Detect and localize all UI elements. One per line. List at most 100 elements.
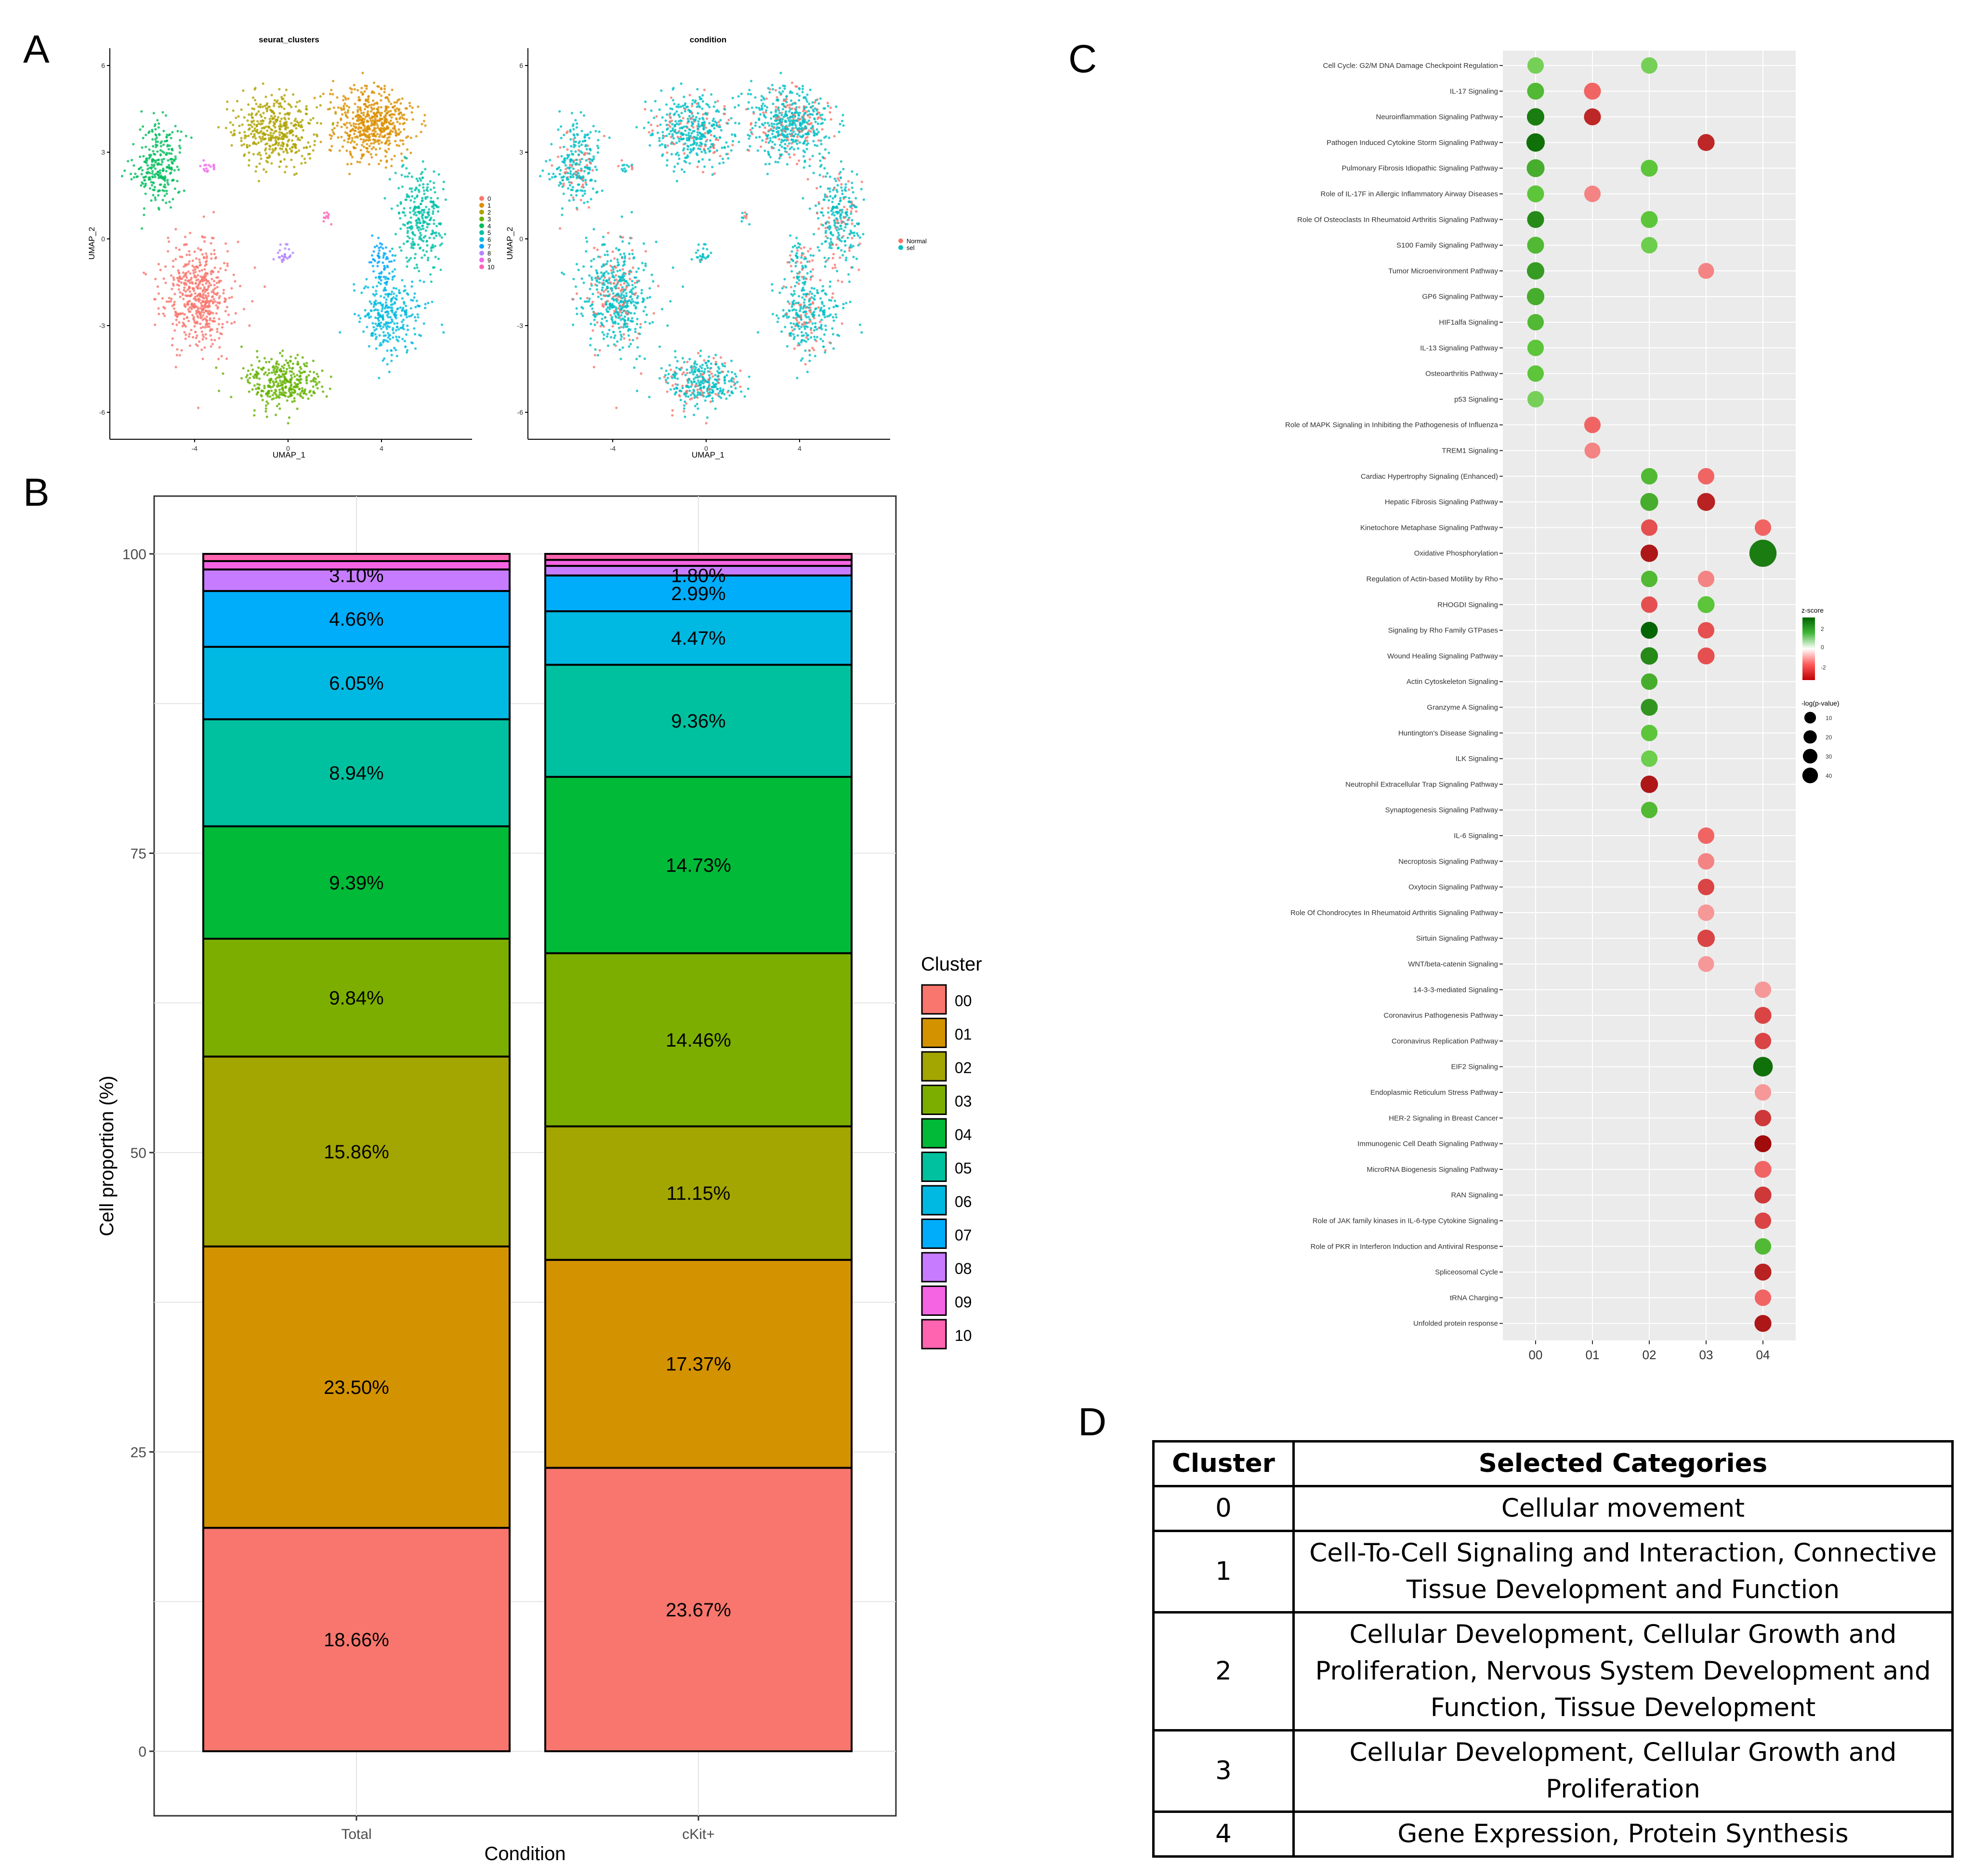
umap-point xyxy=(768,124,771,127)
umap-point xyxy=(621,346,624,349)
umap-point xyxy=(300,136,303,139)
umap-point xyxy=(307,397,310,400)
umap-point xyxy=(367,95,370,98)
umap-point xyxy=(400,173,403,176)
umap-point xyxy=(397,132,400,135)
umap-point xyxy=(340,135,343,138)
umap-point xyxy=(260,115,263,118)
umap-point xyxy=(659,123,662,126)
umap-point xyxy=(379,302,382,304)
umap-point xyxy=(422,221,425,224)
umap-point xyxy=(371,322,374,325)
umap-point xyxy=(168,300,171,303)
umap-point xyxy=(819,159,822,162)
umap-point xyxy=(700,367,703,369)
umap-point xyxy=(563,133,565,136)
umap-point xyxy=(179,146,182,149)
umap-point xyxy=(559,227,562,230)
umap-point xyxy=(386,314,389,317)
umap-point xyxy=(342,108,345,111)
umap-point xyxy=(581,315,584,317)
umap-point xyxy=(373,294,376,297)
umap-point xyxy=(403,340,407,342)
umap-point xyxy=(411,280,414,283)
umap-point xyxy=(159,149,162,152)
umap-point xyxy=(770,122,773,125)
umap-point xyxy=(688,371,692,374)
umap-point xyxy=(286,144,289,147)
umap-point xyxy=(612,292,615,295)
umap-point xyxy=(253,88,256,91)
umap-point xyxy=(747,92,750,95)
umap-point xyxy=(625,280,628,283)
umap-point xyxy=(440,236,443,239)
umap-point xyxy=(569,170,572,173)
umap-point xyxy=(682,117,684,119)
umap-point xyxy=(308,391,311,394)
umap-point xyxy=(260,157,263,160)
umap-point xyxy=(697,160,700,163)
umap-point xyxy=(179,139,182,142)
umap-point xyxy=(786,144,789,147)
umap-point xyxy=(247,123,250,126)
umap-point xyxy=(399,227,402,230)
umap-point xyxy=(284,382,287,385)
umap-point xyxy=(401,139,404,142)
umap-point xyxy=(186,289,189,291)
umap-point xyxy=(666,324,669,327)
umap-point xyxy=(424,124,427,127)
umap-point xyxy=(196,334,198,337)
umap-point xyxy=(272,111,276,114)
umap-point xyxy=(232,109,235,112)
umap-point xyxy=(273,102,276,105)
umap-point xyxy=(426,244,429,247)
umap-point xyxy=(163,315,166,317)
umap-point xyxy=(206,170,209,173)
umap-point xyxy=(694,376,697,379)
umap-point xyxy=(707,360,710,363)
umap-point xyxy=(283,117,286,119)
umap-point xyxy=(394,287,398,290)
umap-point xyxy=(278,112,281,115)
umap-point xyxy=(158,171,162,175)
umap-point xyxy=(183,303,186,306)
umap-point xyxy=(690,381,693,384)
umap-point xyxy=(230,287,233,290)
umap-point xyxy=(712,118,715,120)
umap-point xyxy=(783,105,787,108)
umap-point xyxy=(329,133,331,136)
umap-point xyxy=(277,403,280,406)
umap-point xyxy=(346,132,349,135)
umap-point xyxy=(267,402,270,405)
umap-point xyxy=(430,197,433,199)
umap-point xyxy=(392,327,394,330)
umap-point xyxy=(432,231,434,234)
umap-point xyxy=(715,124,718,127)
umap-point xyxy=(269,395,272,398)
umap-point xyxy=(185,243,188,246)
umap-point xyxy=(626,325,629,328)
umap-point xyxy=(184,274,186,276)
umap-point xyxy=(283,107,286,110)
umap-point xyxy=(282,389,285,392)
umap-point xyxy=(411,231,414,234)
umap-point xyxy=(267,133,270,136)
umap-point xyxy=(405,157,408,160)
umap-point xyxy=(215,276,218,279)
umap-point xyxy=(711,173,714,176)
umap-point xyxy=(172,278,175,281)
umap-point xyxy=(852,191,855,194)
umap-point xyxy=(387,110,390,113)
umap-point xyxy=(572,198,575,201)
umap-point xyxy=(814,144,816,146)
umap-point xyxy=(417,188,420,192)
umap-point xyxy=(574,173,577,176)
umap-point xyxy=(826,102,829,105)
umap-point xyxy=(569,176,572,179)
umap-point xyxy=(815,187,818,190)
umap-point xyxy=(677,103,680,106)
umap-point xyxy=(179,291,182,294)
umap-point xyxy=(167,250,170,253)
umap-point xyxy=(796,135,799,138)
umap-point xyxy=(284,113,287,116)
